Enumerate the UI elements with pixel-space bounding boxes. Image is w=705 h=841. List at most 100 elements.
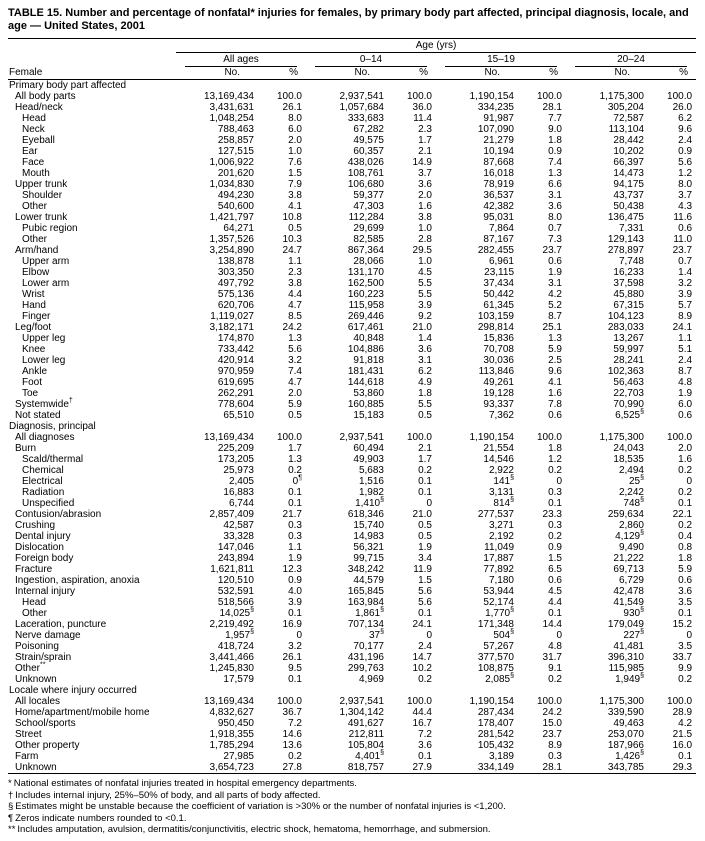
count-value: 28,442 [613,135,644,146]
row-label: Elbow [22,267,50,278]
count-value: 43,737 [613,190,644,201]
percent-value: 21.5 [672,729,693,740]
count-value: 57,267 [483,641,514,652]
count-value: 305,204 [607,102,644,113]
count-value: 17,579 [223,674,254,685]
count-value: 1,516 [358,476,384,487]
percent-value: 1.5 [288,168,302,179]
count-value: 42,587 [223,520,254,531]
count-value: 174,870 [217,333,254,344]
count-value: 18,535 [613,454,644,465]
count-value: 243,894 [217,553,254,564]
count-value: 7,864 [488,223,514,234]
percent-value: 8.0 [548,212,562,223]
percent-value: 21.0 [412,509,432,520]
percent-value: 26.0 [672,102,693,113]
row-label: Head [22,597,46,608]
count-value: 7,331 [618,223,644,234]
table-row: Strain/sprain 3,441,466 26.1 431,196 14.7 377… [8,652,696,663]
percent-value: 0.2 [548,465,562,476]
table-row: Chemical 25,973 0.2 5,683 0.2 2,922 0.2 2,494 0.… [8,465,696,476]
count-value: 1,421,797 [209,212,255,223]
count-value: 3,254,890 [209,245,255,256]
percent-value: 3.2 [288,355,302,366]
count-value: 1,190,154 [469,432,515,443]
table-row: All diagnoses 13,169,434 100.0 2,937,541 100… [8,432,696,443]
table-row: All locales 13,169,434 100.0 2,937,541 100.0… [8,696,696,707]
section-title: Primary body part affected [9,80,127,91]
count-value: 418,724 [217,641,254,652]
table-row: Lower arm 497,792 3.8 162,500 5.5 37,434 3.1 37… [8,278,696,289]
percent-value: 0.5 [418,410,432,421]
percent-value: 0.2 [288,751,302,762]
count-value: 28,241 [613,355,644,366]
footnote-marker: † [8,789,14,801]
count-value: 59,997 [613,344,644,355]
percent-value: 0.7 [548,223,562,234]
corner-cell [8,53,176,68]
count-value: 115,985 [608,663,644,674]
percent-value: 0 [426,630,432,641]
percent-value: 9.0 [548,124,562,135]
percent-value: 26.1 [282,102,302,113]
count-value: 102,363 [607,366,644,377]
percent-value: 11.6 [673,212,693,223]
percent-value: 2.4 [678,135,693,146]
row-label: Pubic region [22,223,78,234]
count-value: 2,857,409 [209,509,255,520]
count-value: 258,857 [217,135,254,146]
row-label: Strain/sprain [15,652,72,663]
count-value: 15,183 [353,410,384,421]
percent-value: 0.9 [548,146,562,157]
count-value: 334,235 [477,102,514,113]
percent-value: 14.9 [412,157,432,168]
percent-value: 100.0 [406,91,432,102]
count-value: 15,740 [353,520,384,531]
footnote: ¶ Zeros indicate numbers rounded to <0.1. [8,813,696,825]
percent-value: 1.5 [548,553,562,564]
count-value: 30,036 [483,355,514,366]
percent-value: 1.8 [548,135,562,146]
percent-value: 0.1 [288,674,302,685]
table-row: Other 14,025§ 0.1 1,861§ 0.1 1,770§ 0.1 930§ 0.1 [8,606,696,619]
percent-value: 2.0 [288,135,302,146]
row-label-column-header: Female [8,67,176,80]
table-row: Leg/foot 3,182,171 24.2 617,461 21.0 298,814 2… [8,322,696,333]
table-row: Farm 27,985 0.2 4,401§ 0.1 3,189 0.3 1,426§ 0.1 [8,750,696,762]
table-row: Knee 733,442 5.6 104,886 3.6 70,708 5.9 59,997 5… [8,344,696,355]
count-value: 298,814 [477,322,514,333]
percent-value: 8.0 [678,179,693,190]
count-value: 1,770§ [485,606,514,619]
count-value: 50,442 [483,289,514,300]
count-value: 108,761 [347,168,384,179]
percent-value: 1.1 [288,542,302,553]
percent-value: 3.9 [288,597,302,608]
pct-column-header: % [650,67,697,80]
count-value: 7,748 [618,256,644,267]
footnote-marker: * [8,778,12,789]
count-value: 70,177 [353,641,384,652]
table-row: Crushing 42,587 0.3 15,740 0.5 3,271 0.3 2,860 0… [8,520,696,531]
percent-value: 23.7 [542,245,562,256]
percent-value: 4.4 [548,597,562,608]
percent-value: 28.9 [672,707,693,718]
count-value: 2,860 [618,520,644,531]
count-value: 2,192 [488,531,514,542]
count-value: 10,194 [483,146,514,157]
corner-cell [8,39,176,53]
table-row: Upper arm 138,878 1.1 28,066 1.0 6,961 0.6 7,74… [8,256,696,267]
count-value: 1,410§ [355,496,384,509]
percent-value: 29.3 [672,762,693,773]
row-label: Other [22,201,48,212]
percent-value: 5.6 [418,597,432,608]
count-value: 6,729 [618,575,644,586]
percent-value: 3.6 [418,344,432,355]
percent-value: 6.5 [548,564,562,575]
count-value: 3,271 [488,520,514,531]
row-label: Upper leg [22,333,66,344]
percent-value: 3.1 [548,190,562,201]
percent-value: 15.0 [542,718,562,729]
count-value: 396,310 [607,652,644,663]
row-label: Neck [22,124,45,135]
count-value: 333,683 [347,113,384,124]
